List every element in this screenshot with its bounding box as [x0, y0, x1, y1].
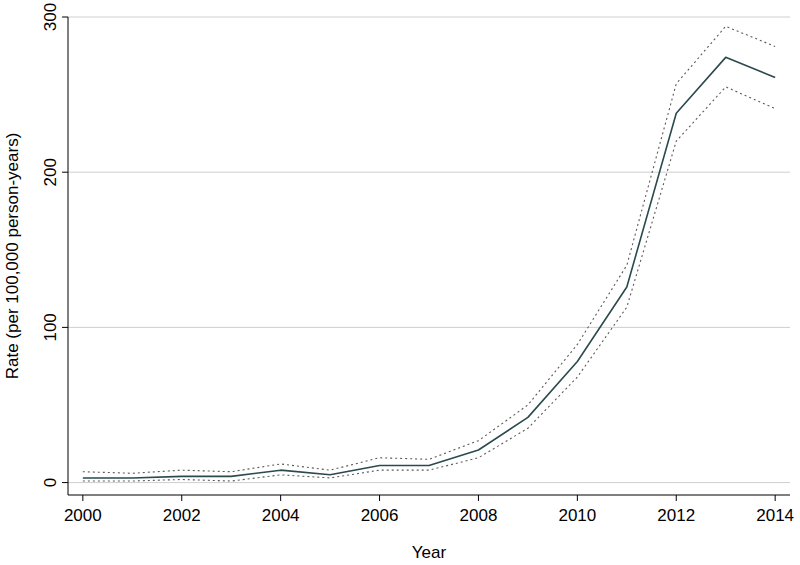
ci-line	[83, 87, 775, 481]
x-tick-label: 2008	[460, 506, 498, 525]
ci-line	[83, 26, 775, 473]
y-tick-label: 200	[41, 158, 60, 186]
y-tick-label: 100	[41, 313, 60, 341]
x-axis-title: Year	[412, 543, 447, 562]
rate-line	[83, 57, 775, 478]
y-tick	[62, 482, 68, 483]
x-tick	[280, 495, 281, 501]
y-tick	[62, 172, 68, 173]
x-tick	[181, 495, 182, 501]
y-tick-label: 0	[41, 478, 60, 487]
y-tick-label: 300	[41, 3, 60, 31]
grid-line	[68, 482, 790, 483]
x-tick-label: 2002	[163, 506, 201, 525]
y-tick	[62, 327, 68, 328]
x-tick-label: 2014	[756, 506, 794, 525]
grid-line	[68, 327, 790, 328]
x-tick	[775, 495, 776, 501]
grid-line	[68, 17, 790, 18]
chart: 0 100 200 300 2000 2002 2004 2006 2008 2010 2012 20…	[0, 0, 800, 565]
plot-area	[83, 26, 775, 481]
x-tick-label: 2004	[262, 506, 300, 525]
y-tick	[62, 17, 68, 18]
y-axis-title: Rate (per 100,000 person-years)	[3, 133, 22, 380]
x-tick-label: 2012	[657, 506, 695, 525]
x-tick	[478, 495, 479, 501]
x-tick	[82, 495, 83, 501]
y-axis	[68, 17, 69, 495]
x-tick-label: 2000	[64, 506, 102, 525]
grid-line	[68, 172, 790, 173]
x-tick-label: 2006	[361, 506, 399, 525]
x-axis	[68, 495, 790, 496]
x-tick	[676, 495, 677, 501]
x-tick	[379, 495, 380, 501]
x-tick-label: 2010	[558, 506, 596, 525]
x-tick	[577, 495, 578, 501]
